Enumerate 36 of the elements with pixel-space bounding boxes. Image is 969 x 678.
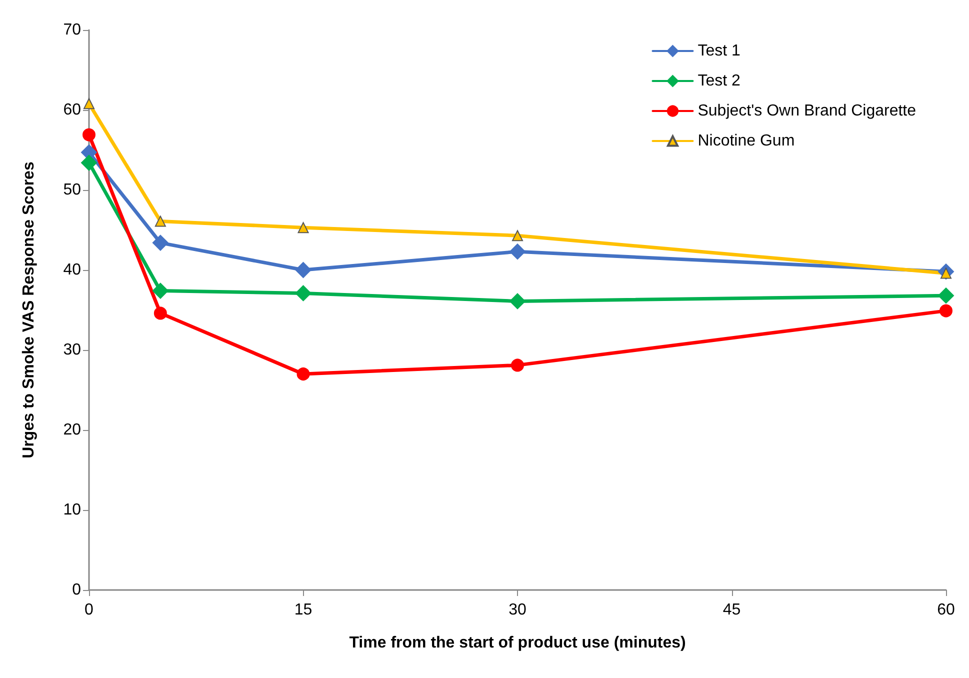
point bbox=[81, 154, 97, 171]
legend-label: Test 2 bbox=[698, 72, 741, 90]
point bbox=[510, 293, 526, 310]
point bbox=[152, 282, 168, 299]
y-tick-label: 40 bbox=[63, 262, 82, 278]
point bbox=[938, 288, 954, 304]
y-tick-label: 70 bbox=[63, 22, 82, 38]
y-tick-label: 0 bbox=[72, 582, 82, 598]
legend-label: Subject's Own Brand Cigarette bbox=[698, 102, 916, 120]
x-tick-label: 30 bbox=[508, 602, 526, 618]
point bbox=[940, 304, 952, 318]
point bbox=[296, 368, 310, 380]
point bbox=[152, 234, 168, 251]
x-tick-label: 0 bbox=[84, 602, 94, 618]
point bbox=[154, 216, 166, 227]
point bbox=[82, 128, 96, 142]
point bbox=[298, 222, 309, 234]
point bbox=[295, 285, 312, 302]
y-tick-label: 30 bbox=[63, 342, 82, 358]
y-tick-label: 50 bbox=[63, 182, 82, 198]
point bbox=[510, 244, 526, 260]
y-tick-label: 60 bbox=[63, 102, 82, 118]
point bbox=[512, 230, 523, 242]
x-tick-label: 45 bbox=[722, 602, 741, 618]
x-axis-title: Time from the start of product use (minutes) bbox=[349, 634, 686, 652]
legend-label: Nicotine Gum bbox=[698, 132, 795, 150]
point bbox=[84, 98, 94, 110]
x-tick-label: 15 bbox=[294, 602, 312, 618]
y-axis-title: Urges to Smoke VAS Response Scores bbox=[20, 162, 38, 458]
point bbox=[295, 262, 312, 278]
point bbox=[154, 306, 167, 320]
y-tick-label: 20 bbox=[63, 422, 82, 438]
y-tick-label: 10 bbox=[63, 502, 82, 518]
point bbox=[511, 358, 524, 372]
legend-label: Test 1 bbox=[698, 42, 741, 60]
x-tick-label: 60 bbox=[937, 602, 955, 618]
